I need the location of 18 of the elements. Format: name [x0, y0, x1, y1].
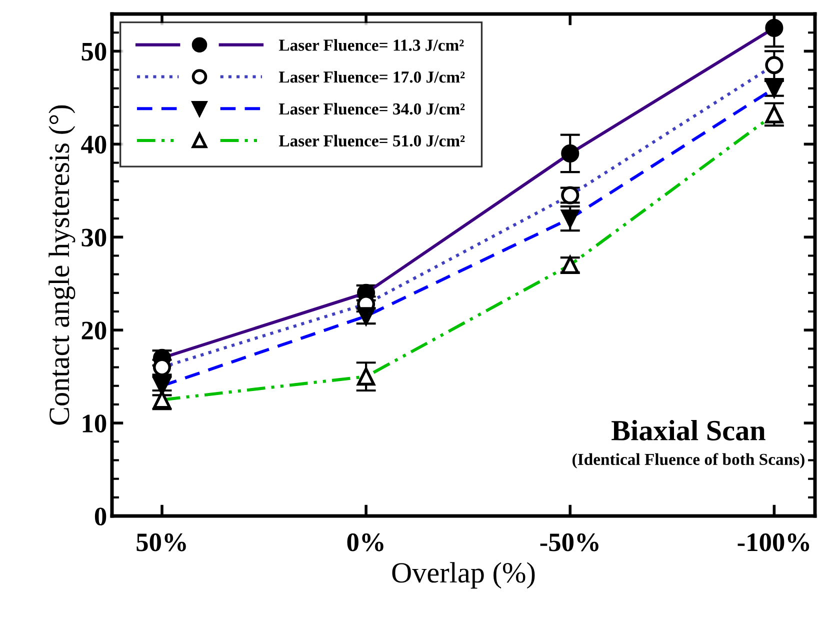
legend-label: Laser Fluence= 11.3 J/cm² — [278, 39, 464, 51]
x-tick-label: -50% — [540, 533, 598, 552]
y-axis-title: Contact angle hysteresis (°) — [48, 105, 76, 425]
x-axis-title: Overlap (%) — [392, 562, 535, 589]
legend-label: Laser Fluence= 51.0 J/cm² — [278, 134, 465, 147]
y-tick-label: 0 — [94, 508, 106, 526]
annotation: Biaxial Scan — [612, 420, 766, 440]
x-tick-label: 50% — [136, 533, 186, 552]
y-tick-label: 20 — [82, 322, 106, 340]
y-tick-label: 50 — [82, 42, 106, 61]
y-tick-label: 40 — [81, 136, 106, 154]
y-tick-label: 10 — [82, 414, 106, 432]
y-tick-label: 30 — [82, 228, 106, 247]
legend-label: Laser Fluence= 17.0 J/cm² — [278, 70, 465, 83]
x-tick-label: 0% — [347, 533, 384, 552]
annotation: (Identical Fluence of both Scans) — [572, 453, 804, 468]
legend-label: Laser Fluence= 34.0 J/cm² — [278, 102, 465, 115]
x-tick-label: -100% — [738, 533, 810, 552]
